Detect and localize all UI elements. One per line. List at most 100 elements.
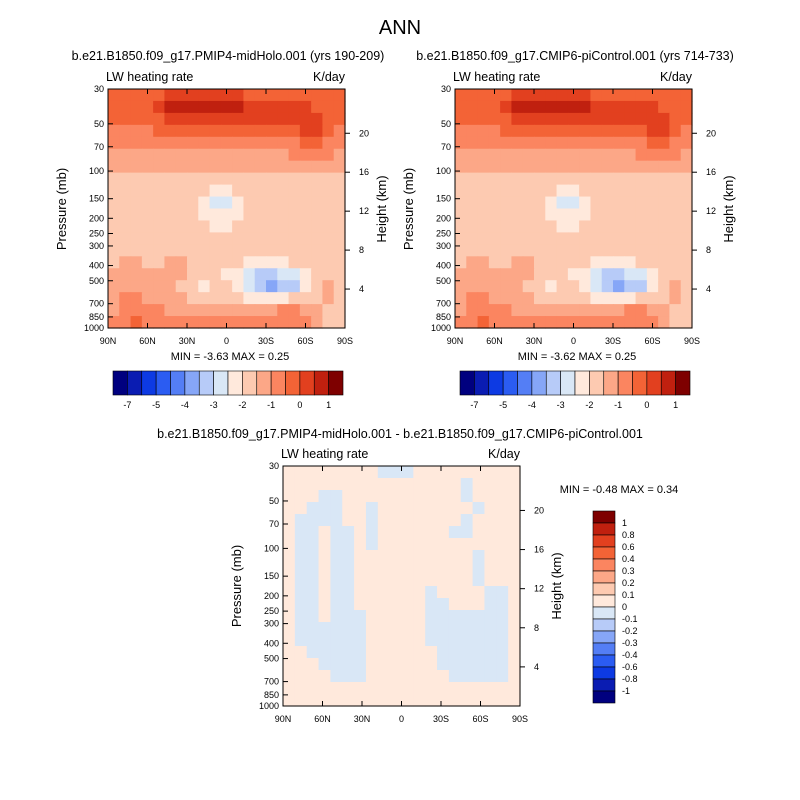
picontrol-contour-cell — [534, 136, 546, 150]
picontrol-contour-cell — [624, 100, 637, 114]
picontrol-colorbar-label: 0 — [644, 400, 649, 410]
difference-contour-cell — [484, 490, 497, 503]
picontrol-contour-cell — [534, 184, 546, 198]
picontrol-contour-cell — [669, 184, 682, 198]
picontrol-contour-cell — [556, 304, 569, 317]
picontrol-contour-cell — [511, 316, 524, 329]
midholo-contour-cell — [141, 304, 154, 317]
midholo-contour-cell — [108, 196, 120, 210]
midholo-contour-cell — [141, 100, 154, 114]
difference-contour-cell — [425, 550, 438, 563]
difference-contour-cell — [306, 670, 320, 683]
midholo-contour-cell — [254, 292, 267, 305]
midholo-contour-cell — [311, 100, 324, 114]
picontrol-colorbar-box — [675, 370, 691, 396]
difference-contour-cell — [437, 598, 450, 611]
difference-contour-cell — [283, 526, 296, 539]
picontrol-contour-cell — [646, 292, 659, 305]
difference-contour-cell — [448, 586, 462, 599]
difference-contour-cell — [318, 502, 331, 515]
midholo-contour-cell — [232, 172, 245, 186]
midholo-contour-cell — [288, 112, 301, 126]
difference-contour-cell — [460, 622, 474, 635]
difference-contour-cell — [460, 610, 474, 623]
picontrol-contour-cell — [567, 220, 580, 233]
difference-contour-cell — [437, 514, 450, 527]
midholo-contour-cell — [277, 244, 290, 257]
midholo-y2-tick-label: 8 — [359, 245, 364, 255]
midholo-contour-cell — [299, 172, 312, 186]
difference-contour-cell — [508, 670, 521, 683]
midholo-contour-cell — [220, 244, 233, 257]
picontrol-contour-cell — [601, 268, 614, 281]
picontrol-contour-cell — [613, 100, 625, 114]
difference-contour-cell — [294, 658, 308, 671]
picontrol-colorbar-box — [632, 370, 648, 396]
midholo-contour-cell — [220, 304, 233, 317]
midholo-contour-cell — [220, 256, 233, 269]
midholo-contour-cell — [311, 232, 324, 245]
midholo-contour-cell — [175, 172, 188, 186]
midholo-contour-cell — [153, 112, 166, 126]
picontrol-contour-cell — [500, 316, 513, 329]
difference-contour-cell — [401, 550, 414, 563]
difference-contour-cell — [342, 694, 355, 707]
difference-contour-cell — [413, 502, 426, 515]
picontrol-contour-cell — [601, 232, 614, 245]
panel-picontrol-left-label: LW heating rate — [453, 70, 540, 84]
difference-contour-cell — [354, 550, 367, 563]
picontrol-contour-cell — [567, 292, 580, 305]
midholo-contour-cell — [266, 220, 278, 233]
midholo-colorbar-box — [270, 370, 286, 396]
difference-contour-cell — [377, 622, 391, 635]
midholo-contour-cell — [288, 160, 301, 174]
difference-contour-cell — [377, 502, 391, 515]
difference-contour-cell — [306, 694, 320, 707]
picontrol-contour-cell — [511, 232, 524, 245]
midholo-contour-cell — [243, 160, 256, 174]
difference-contour-cell — [354, 586, 367, 599]
midholo-contour-cell — [164, 124, 177, 138]
difference-contour-cell — [401, 622, 414, 635]
picontrol-contour-cell — [658, 244, 671, 257]
difference-contour-cell — [354, 478, 367, 491]
picontrol-contour-cell — [488, 268, 501, 281]
difference-y-tick-label: 100 — [264, 543, 279, 553]
midholo-contour-cell — [220, 232, 233, 245]
difference-colorbar-box — [592, 582, 616, 596]
difference-contour-cell — [425, 538, 438, 551]
midholo-contour-cell — [333, 232, 346, 245]
difference-contour-cell — [354, 538, 367, 551]
picontrol-y-tick-label: 850 — [436, 312, 451, 322]
midholo-contour-cell — [243, 208, 256, 222]
midholo-contour-cell — [108, 292, 120, 305]
difference-contour-cell — [401, 586, 414, 599]
picontrol-contour-cell — [556, 292, 569, 305]
midholo-colorbar-box — [299, 370, 315, 396]
picontrol-contour-cell — [567, 160, 580, 174]
difference-contour-cell — [342, 562, 355, 575]
difference-contour-cell — [496, 682, 509, 695]
midholo-contour-cell — [209, 136, 222, 150]
midholo-colorbar-label: 0 — [297, 400, 302, 410]
difference-contour-cell — [283, 646, 296, 659]
picontrol-contour-cell — [680, 100, 693, 114]
picontrol-contour-cell — [590, 316, 603, 329]
midholo-y2-tick-label: 20 — [359, 128, 369, 138]
difference-contour-cell — [484, 574, 497, 587]
midholo-y-tick-label: 200 — [89, 213, 104, 223]
difference-contour-cell — [330, 550, 343, 563]
difference-contour-cell — [294, 634, 308, 647]
picontrol-contour-cell — [680, 196, 693, 210]
difference-contour-cell — [472, 670, 486, 683]
difference-contour-cell — [330, 634, 343, 647]
picontrol-contour-cell — [522, 148, 535, 162]
picontrol-contour-cell — [646, 232, 659, 245]
picontrol-contour-cell — [545, 292, 558, 305]
difference-contour-cell — [283, 562, 296, 575]
picontrol-contour-cell — [669, 196, 682, 210]
difference-contour-cell — [413, 490, 426, 503]
midholo-contour-cell — [232, 112, 245, 126]
difference-contour-cell — [283, 586, 296, 599]
picontrol-contour-cell — [579, 220, 592, 233]
